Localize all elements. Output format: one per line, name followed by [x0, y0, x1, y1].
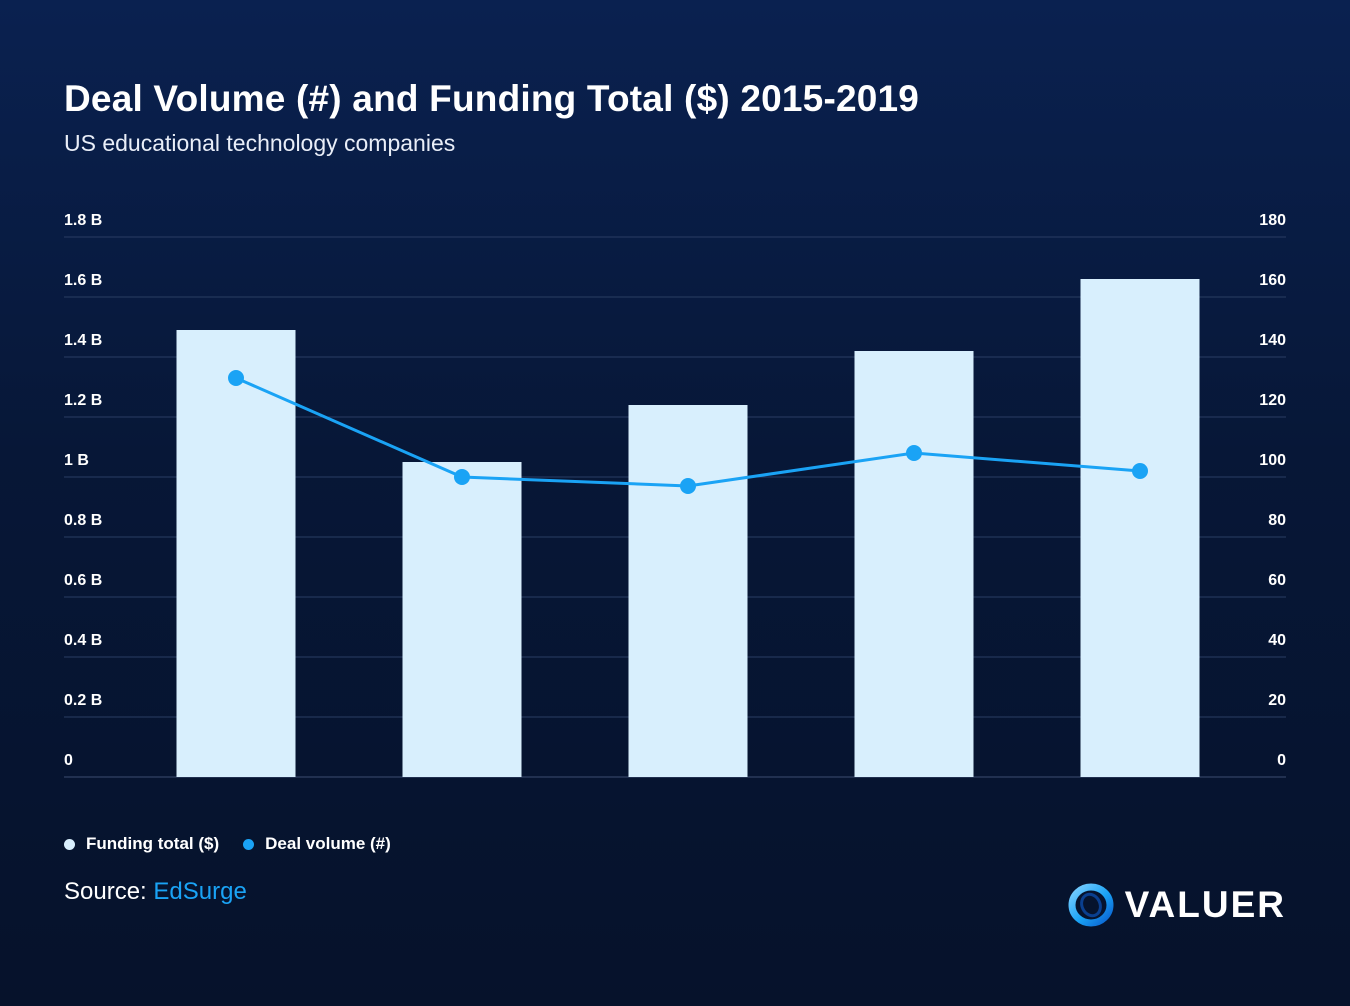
- right-tick-label: 140: [1259, 332, 1286, 349]
- left-axis-ticks: 0 0.2 B 0.4 B 0.6 B 0.8 B 1 B 1.2 B 1.4 B 1.6 B 1…: [64, 212, 102, 769]
- right-tick-label: 0: [1277, 752, 1286, 769]
- right-tick-label: 40: [1268, 632, 1286, 649]
- chart-title: Deal Volume (#) and Funding Total ($) 20…: [64, 78, 920, 119]
- deal-volume-line: [228, 370, 1148, 494]
- legend-item-deal-volume: Deal volume (#): [243, 834, 391, 854]
- right-tick-label: 180: [1259, 212, 1286, 229]
- bar-2015: [176, 330, 296, 777]
- right-tick-label: 160: [1259, 272, 1286, 289]
- left-tick-label: 1.6 B: [64, 272, 102, 289]
- source-link[interactable]: EdSurge: [153, 878, 247, 905]
- right-tick-label: 60: [1268, 572, 1286, 589]
- line-point-2018: [906, 445, 922, 461]
- left-tick-label: 1.4 B: [64, 332, 102, 349]
- left-tick-label: 0.4 B: [64, 632, 102, 649]
- bar-2018: [854, 351, 974, 777]
- legend-label-funding: Funding total ($): [86, 834, 220, 853]
- legend-label-deal-volume: Deal volume (#): [265, 834, 391, 853]
- line-point-2016: [454, 469, 470, 485]
- bar-2016: [402, 462, 522, 777]
- right-axis-ticks: 0 20 40 60 80 100 120 140 160 180: [1259, 212, 1286, 769]
- left-tick-label: 0.6 B: [64, 572, 102, 589]
- right-tick-label: 20: [1268, 692, 1286, 709]
- left-tick-label: 1.8 B: [64, 212, 102, 229]
- left-tick-label: 0.8 B: [64, 512, 102, 529]
- left-tick-label: 1.2 B: [64, 392, 102, 409]
- bar-2019: [1080, 279, 1200, 777]
- brand-name: VALUER: [1124, 884, 1286, 925]
- bar-2017: [628, 405, 748, 777]
- source-label: Source:: [64, 878, 147, 905]
- valuer-logo: VALUER: [1067, 882, 1286, 928]
- legend-marker-deal-volume: [243, 838, 255, 850]
- chart-area: 0 0.2 B 0.4 B 0.6 B 0.8 B 1 B 1.2 B 1.4 B 1.6 B 1…: [64, 212, 1286, 778]
- funding-bars: [176, 279, 1200, 777]
- chart-subtitle: US educational technology companies: [64, 130, 456, 156]
- left-tick-label: 0: [64, 752, 73, 769]
- right-tick-label: 80: [1268, 512, 1286, 529]
- legend: Funding total ($) Deal volume (#): [64, 834, 391, 854]
- line-point-2015: [228, 370, 244, 386]
- left-tick-label: 0.2 B: [64, 692, 102, 709]
- legend-marker-funding: [64, 838, 75, 850]
- right-tick-label: 120: [1259, 392, 1286, 409]
- valuer-ring-icon: [1068, 883, 1114, 927]
- legend-item-funding: Funding total ($): [64, 834, 219, 854]
- right-tick-label: 100: [1259, 452, 1286, 469]
- line-point-2019: [1132, 463, 1148, 479]
- left-tick-label: 1 B: [64, 452, 89, 469]
- line-point-2017: [680, 478, 696, 494]
- source-note: Source: EdSurge: [64, 878, 247, 906]
